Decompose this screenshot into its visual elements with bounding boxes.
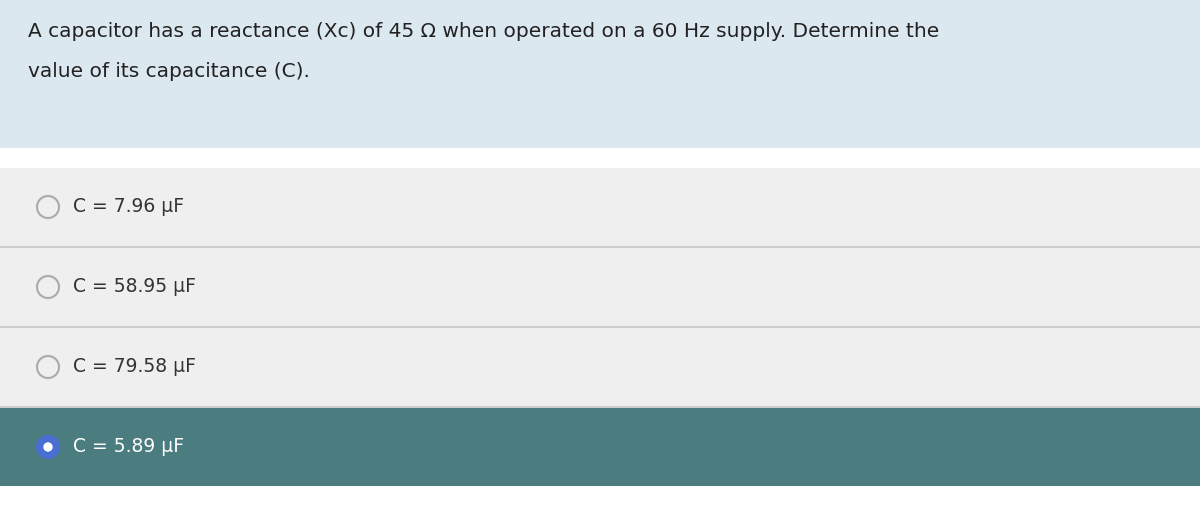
- Circle shape: [37, 276, 59, 298]
- Circle shape: [37, 196, 59, 218]
- Text: C = 58.95 μF: C = 58.95 μF: [73, 278, 196, 296]
- Circle shape: [44, 443, 52, 451]
- Text: A capacitor has a reactance (Xc) of 45 Ω when operated on a 60 Hz supply. Determ: A capacitor has a reactance (Xc) of 45 Ω…: [28, 22, 940, 41]
- Text: C = 7.96 μF: C = 7.96 μF: [73, 197, 184, 217]
- Text: value of its capacitance (C).: value of its capacitance (C).: [28, 62, 310, 81]
- Circle shape: [37, 356, 59, 378]
- Bar: [0, 248, 1200, 326]
- Bar: [0, 168, 1200, 246]
- Bar: [0, 406, 1200, 408]
- Bar: [0, 148, 1200, 168]
- Bar: [0, 408, 1200, 486]
- Bar: [0, 246, 1200, 248]
- Text: C = 5.89 μF: C = 5.89 μF: [73, 438, 184, 456]
- Bar: [0, 0, 1200, 148]
- Circle shape: [37, 436, 59, 458]
- Bar: [0, 328, 1200, 406]
- Bar: [0, 326, 1200, 328]
- Text: C = 79.58 μF: C = 79.58 μF: [73, 357, 196, 377]
